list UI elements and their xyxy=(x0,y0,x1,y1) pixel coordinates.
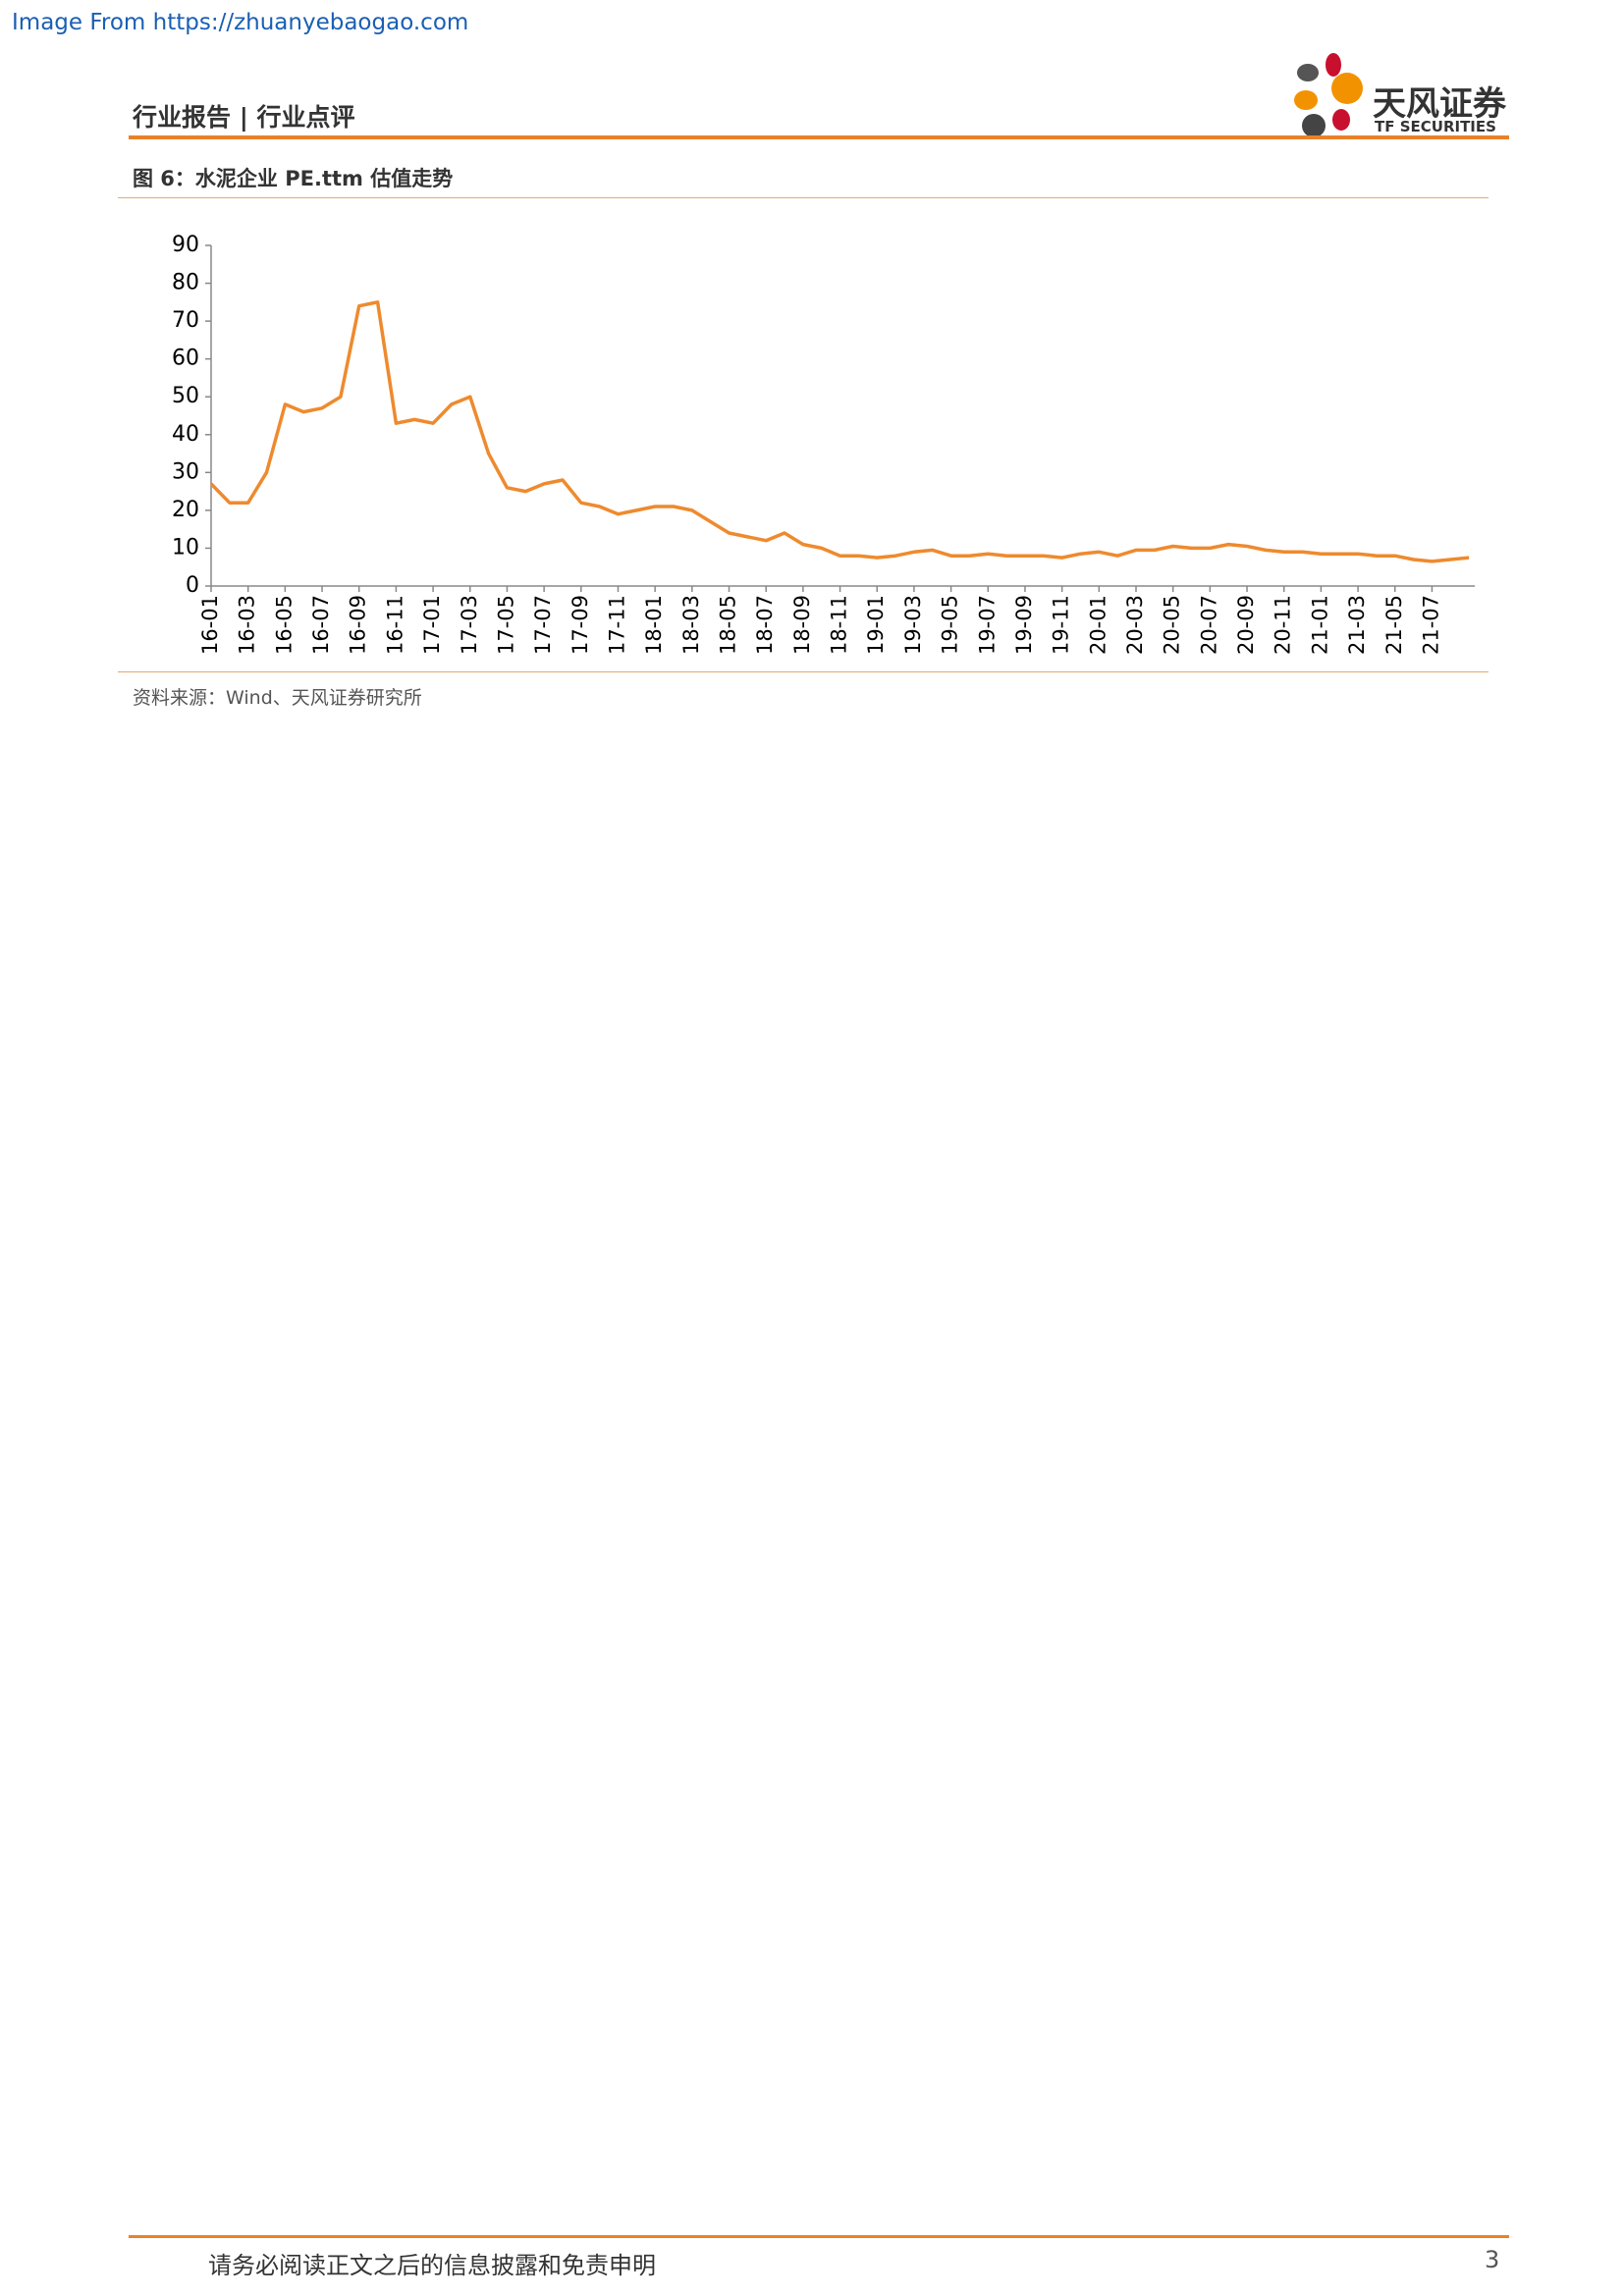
x-tick-label: 18-05 xyxy=(717,595,740,655)
x-tick-label: 21-05 xyxy=(1382,595,1406,655)
y-tick-label: 50 xyxy=(172,384,199,408)
figure-rule xyxy=(118,671,1489,672)
y-tick-label: 60 xyxy=(172,347,199,371)
x-tick-label: 19-05 xyxy=(939,595,962,655)
x-tick-label: 20-05 xyxy=(1161,595,1184,655)
logo-mark xyxy=(1294,53,1363,137)
x-tick-label: 17-09 xyxy=(568,595,592,655)
x-tick-label: 18-03 xyxy=(679,595,703,655)
x-tick-label: 21-07 xyxy=(1419,595,1442,655)
x-tick-label: 19-11 xyxy=(1050,595,1073,655)
x-tick-label: 20-07 xyxy=(1197,595,1220,655)
x-tick-label: 18-07 xyxy=(753,595,777,655)
y-tick-label: 80 xyxy=(172,271,199,295)
chart: 0 10 20 30 40 50 60 70 80 90 16-01 16-03 16-05 16-07 1… xyxy=(172,233,1476,655)
x-tick-label: 20-11 xyxy=(1272,595,1295,655)
page-number: 3 xyxy=(1485,2246,1500,2273)
y-tick-label: 10 xyxy=(172,535,199,560)
y-tick-label: 40 xyxy=(172,422,199,447)
figure-title: 图 6：水泥企业 PE.ttm 估值走势 xyxy=(133,167,454,190)
y-tick-label: 30 xyxy=(172,459,199,484)
header-rule xyxy=(129,135,1509,139)
x-tick-label: 16-09 xyxy=(347,595,370,655)
x-tick-label: 18-01 xyxy=(642,595,666,655)
x-tick-label: 17-07 xyxy=(531,595,555,655)
y-tick-label: 70 xyxy=(172,308,199,333)
data-line xyxy=(209,300,1470,563)
footer-rule xyxy=(129,2235,1509,2238)
x-tick-label: 16-01 xyxy=(198,595,222,655)
x-tick-label: 17-03 xyxy=(458,595,481,655)
x-tick-label: 16-11 xyxy=(383,595,406,655)
x-tick-label: 18-09 xyxy=(790,595,814,655)
header-title: 行业报告 | 行业点评 xyxy=(133,103,355,132)
watermark: Image From https://zhuanyebaogao.com xyxy=(12,10,469,35)
x-tick-label: 16-03 xyxy=(236,595,259,655)
logo-text: 天风证券 xyxy=(1373,84,1506,124)
x-tick-label: 19-07 xyxy=(975,595,999,655)
y-tick-label: 90 xyxy=(172,233,199,257)
x-tick-label: 16-07 xyxy=(309,595,333,655)
x-tick-label: 17-11 xyxy=(605,595,628,655)
y-tick-label: 0 xyxy=(186,573,199,598)
x-tick-label: 18-11 xyxy=(828,595,851,655)
x-tick-label: 19-01 xyxy=(864,595,888,655)
y-tick-label: 20 xyxy=(172,498,199,522)
figure-source: 资料来源：Wind、天风证券研究所 xyxy=(133,687,422,709)
x-tick-label: 19-09 xyxy=(1012,595,1036,655)
x-tick-label: 19-03 xyxy=(901,595,925,655)
x-tick-label: 17-01 xyxy=(420,595,444,655)
x-tick-label: 20-03 xyxy=(1123,595,1147,655)
x-tick-label: 17-05 xyxy=(494,595,517,655)
x-tick-label: 20-01 xyxy=(1086,595,1110,655)
logo-sub: TF SECURITIES xyxy=(1375,118,1496,135)
figure-rule xyxy=(118,197,1489,198)
x-tick-label: 21-03 xyxy=(1345,595,1369,655)
x-tick-label: 16-05 xyxy=(272,595,296,655)
x-tick-label: 21-01 xyxy=(1308,595,1331,655)
x-tick-label: 20-09 xyxy=(1234,595,1258,655)
footer-text: 请务必阅读正文之后的信息披露和免责申明 xyxy=(208,2252,656,2279)
